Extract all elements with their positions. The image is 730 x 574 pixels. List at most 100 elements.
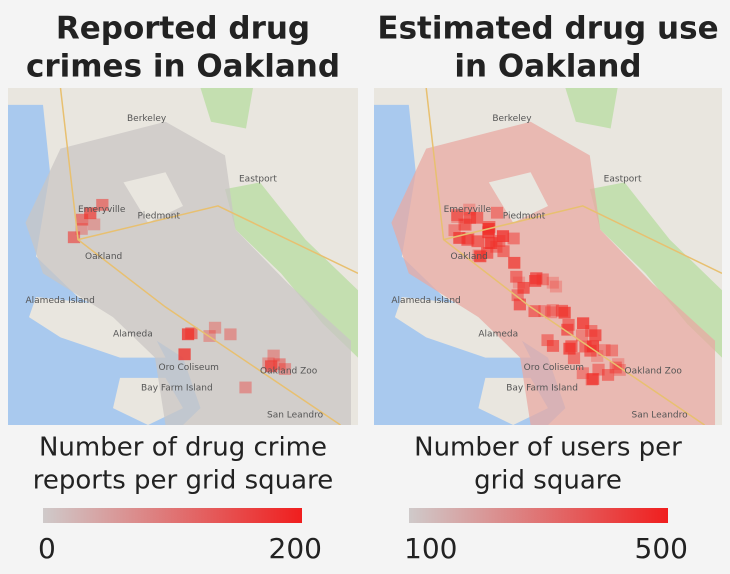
panel-title: crimes in Oakland bbox=[26, 49, 340, 85]
heat-cell bbox=[471, 235, 484, 248]
heat-cell bbox=[463, 211, 477, 224]
heat-cell bbox=[448, 224, 461, 237]
heat-cell bbox=[96, 198, 109, 211]
heat-cell bbox=[575, 329, 589, 342]
heat-cell bbox=[555, 304, 569, 317]
heat-cell bbox=[530, 272, 543, 285]
hills-park bbox=[225, 182, 358, 358]
panel-title: in Oakland bbox=[454, 49, 641, 85]
heat-cell bbox=[546, 304, 559, 316]
north-park bbox=[565, 88, 618, 129]
place-label: Bay Farm Island bbox=[141, 383, 213, 393]
heat-cell bbox=[471, 211, 484, 224]
place-label: San Leandro bbox=[632, 410, 689, 420]
heat-cell bbox=[612, 358, 625, 370]
heat-cell bbox=[510, 270, 523, 283]
heat-cell bbox=[482, 237, 496, 249]
place-label: Piedmont bbox=[503, 212, 546, 222]
heat-cell bbox=[549, 280, 563, 293]
legend-title: grid square bbox=[474, 466, 622, 496]
place-label: Eastport bbox=[239, 174, 277, 184]
heat-cell bbox=[529, 275, 542, 287]
piedmont-hole bbox=[488, 172, 548, 223]
map-body: Berkeley Emeryville Piedmont Oakland Eastpor… bbox=[8, 88, 358, 425]
heat-cell bbox=[563, 342, 576, 355]
alameda-island bbox=[394, 296, 531, 358]
heat-cell bbox=[613, 364, 626, 376]
place-label: Oakland bbox=[85, 252, 122, 262]
heat-cell bbox=[511, 289, 524, 302]
heat-cell bbox=[474, 250, 487, 263]
heat-cell bbox=[513, 298, 526, 311]
heat-cell bbox=[224, 328, 237, 341]
heat-cell bbox=[517, 281, 530, 294]
place-label: Bay Farm Island bbox=[506, 383, 578, 393]
place-label: Oakland Zoo bbox=[625, 367, 683, 377]
heat-cell bbox=[493, 235, 506, 247]
heat-cell bbox=[461, 233, 474, 246]
heat-cell bbox=[512, 276, 526, 289]
place-label: Emeryville bbox=[78, 205, 126, 215]
heat-cell bbox=[75, 223, 88, 235]
scale-max-label: 200 bbox=[269, 532, 322, 565]
heat-cell bbox=[609, 361, 622, 374]
place-label: Oakland Zoo bbox=[260, 367, 318, 377]
heat-cell bbox=[561, 323, 574, 336]
place-label: Alameda bbox=[113, 330, 153, 340]
map: Berkeley Emeryville Piedmont Oakland Eastpor… bbox=[374, 88, 722, 425]
freeway bbox=[443, 205, 722, 275]
heat-cell bbox=[482, 226, 495, 239]
scale-min-label: 100 bbox=[404, 532, 457, 565]
heat-cell bbox=[239, 381, 252, 394]
place-label: Berkeley bbox=[127, 114, 167, 124]
heat-cell bbox=[457, 218, 471, 231]
heat-cell bbox=[601, 369, 615, 381]
color-bar bbox=[409, 508, 668, 523]
heat-cell bbox=[507, 232, 520, 245]
heat-cell bbox=[577, 317, 590, 330]
heat-cell bbox=[589, 329, 602, 342]
heat-cell bbox=[208, 321, 222, 334]
heat-cell bbox=[496, 230, 510, 243]
heat-cell bbox=[576, 367, 589, 380]
heat-cell bbox=[598, 344, 611, 356]
place-label: Eastport bbox=[604, 174, 642, 184]
place-label: Alameda bbox=[478, 330, 518, 340]
legend-title: Number of users per bbox=[414, 433, 682, 463]
legend-title: Number of drug crime bbox=[39, 433, 327, 463]
heat-cell bbox=[273, 358, 286, 371]
place-label: Oro Coliseum bbox=[159, 363, 219, 373]
place-label: Piedmont bbox=[138, 212, 181, 222]
heat-cell bbox=[536, 273, 549, 286]
heat-cell bbox=[592, 363, 605, 376]
heat-cell bbox=[591, 350, 604, 362]
panel-title: Reported drug bbox=[56, 11, 310, 47]
place-label: San Leandro bbox=[267, 410, 324, 420]
heat-cell bbox=[185, 327, 198, 340]
heat-cell bbox=[545, 306, 558, 319]
heat-cell bbox=[451, 209, 464, 221]
heat-cell bbox=[481, 246, 494, 259]
panel-title: Estimated drug use bbox=[377, 11, 718, 47]
heat-cell bbox=[178, 348, 191, 361]
heat-cell bbox=[546, 276, 559, 289]
place-label: Berkeley bbox=[492, 114, 532, 124]
heat-cell bbox=[67, 231, 81, 244]
color-bar bbox=[43, 508, 302, 523]
freeway bbox=[59, 88, 341, 425]
heat-cell bbox=[459, 218, 472, 231]
heat-cell bbox=[485, 237, 498, 249]
heat-cell bbox=[463, 203, 476, 216]
heat-cell bbox=[546, 340, 560, 352]
hills-park bbox=[589, 182, 722, 358]
freeway bbox=[77, 205, 358, 275]
heat-cell bbox=[584, 344, 597, 357]
place-label: Alameda Island bbox=[391, 296, 460, 306]
place-label: Oro Coliseum bbox=[524, 363, 584, 373]
heat-cell bbox=[538, 305, 551, 317]
map-body: Berkeley Emeryville Piedmont Oakland Eastpor… bbox=[374, 88, 722, 425]
heat-cell bbox=[490, 206, 504, 219]
place-label: Emeryville bbox=[444, 205, 492, 215]
heat-area bbox=[391, 121, 716, 425]
